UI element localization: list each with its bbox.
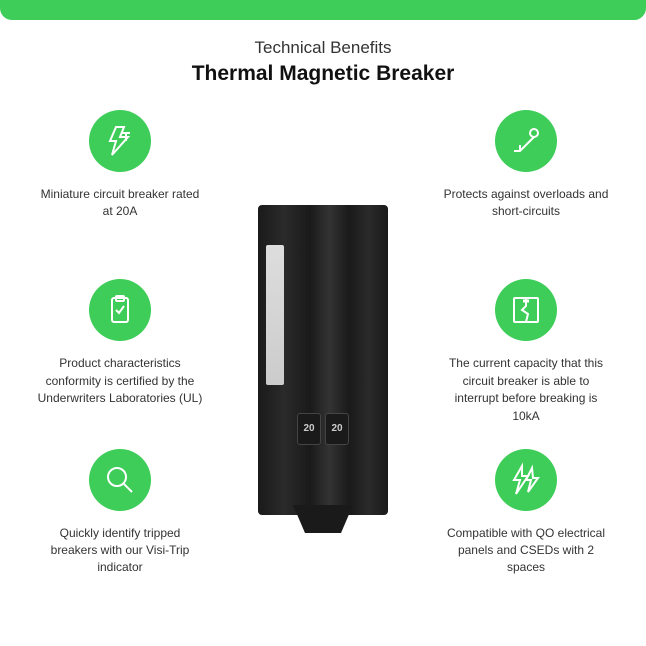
- breaker-clip: [293, 505, 353, 533]
- feature-item: Product characteristics conformity is ce…: [30, 279, 210, 440]
- feature-item: Miniature circuit breaker rated at 20A: [30, 110, 210, 271]
- feature-item: The current capacity that this circuit b…: [436, 279, 616, 440]
- magnifier-icon: [89, 449, 151, 511]
- feature-item: Quickly identify tripped breakers with o…: [30, 449, 210, 610]
- double-bolt-icon: [495, 449, 557, 511]
- breaker-body: 20 20: [258, 205, 388, 515]
- feature-item: Compatible with QO electrical panels and…: [436, 449, 616, 610]
- breaker-switches: 20 20: [297, 413, 349, 445]
- top-accent-bar: [0, 0, 646, 20]
- feature-text: Compatible with QO electrical panels and…: [441, 525, 611, 577]
- feature-text: Protects against overloads and short-cir…: [441, 186, 611, 221]
- feature-grid: Miniature circuit breaker rated at 20A 2…: [0, 110, 646, 630]
- overload-lever-icon: [495, 110, 557, 172]
- clipboard-check-icon: [89, 279, 151, 341]
- infographic-container: Technical Benefits Thermal Magnetic Brea…: [0, 0, 646, 646]
- page-title: Thermal Magnetic Breaker: [0, 62, 646, 86]
- feature-item: Protects against overloads and short-cir…: [436, 110, 616, 271]
- header: Technical Benefits Thermal Magnetic Brea…: [0, 20, 646, 110]
- switch-label: 20: [325, 413, 349, 445]
- breaker-side-label: [266, 245, 284, 385]
- panel-break-icon: [495, 279, 557, 341]
- feature-text: Miniature circuit breaker rated at 20A: [35, 186, 205, 221]
- feature-text: Product characteristics conformity is ce…: [35, 355, 205, 407]
- lightning-t-icon: [89, 110, 151, 172]
- switch-label: 20: [297, 413, 321, 445]
- breaker-illustration: 20 20: [258, 205, 388, 515]
- feature-text: The current capacity that this circuit b…: [441, 355, 611, 425]
- eyebrow-text: Technical Benefits: [0, 38, 646, 58]
- feature-text: Quickly identify tripped breakers with o…: [35, 525, 205, 577]
- product-image: 20 20: [220, 110, 426, 610]
